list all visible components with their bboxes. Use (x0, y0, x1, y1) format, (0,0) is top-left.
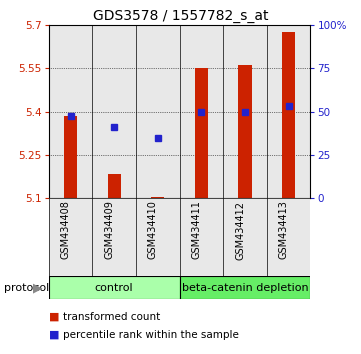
Bar (267, 25, 310, 198)
Bar (223, 25, 267, 198)
Text: protocol: protocol (4, 282, 49, 293)
Text: GDS3578 / 1557782_s_at: GDS3578 / 1557782_s_at (93, 9, 268, 23)
Text: GSM434413: GSM434413 (279, 201, 289, 259)
Text: GSM434412: GSM434412 (235, 201, 245, 259)
Text: GSM434410: GSM434410 (148, 201, 158, 259)
Text: control: control (95, 282, 134, 293)
Text: GSM434411: GSM434411 (191, 201, 201, 259)
Bar (267, 198, 310, 276)
Text: transformed count: transformed count (63, 312, 160, 322)
Bar (92, 25, 136, 198)
Bar (282, 32, 295, 198)
Bar (223, 198, 267, 276)
Bar (195, 68, 208, 198)
Text: ■: ■ (49, 312, 59, 322)
Bar (179, 198, 223, 276)
Bar (179, 25, 223, 198)
Text: GSM434408: GSM434408 (61, 201, 70, 259)
Bar (49, 198, 92, 276)
Text: percentile rank within the sample: percentile rank within the sample (63, 330, 239, 339)
Text: ▶: ▶ (33, 281, 43, 294)
Text: beta-catenin depletion: beta-catenin depletion (182, 282, 308, 293)
Bar (136, 198, 179, 276)
Bar (49, 25, 92, 198)
Text: ■: ■ (49, 330, 59, 339)
Bar (136, 25, 179, 198)
Bar (108, 174, 121, 198)
Bar (239, 65, 252, 198)
Text: GSM434409: GSM434409 (104, 201, 114, 259)
Bar (92, 198, 136, 276)
Bar (151, 197, 164, 198)
Bar (179, 276, 310, 299)
Bar (49, 276, 179, 299)
Bar (64, 116, 77, 198)
